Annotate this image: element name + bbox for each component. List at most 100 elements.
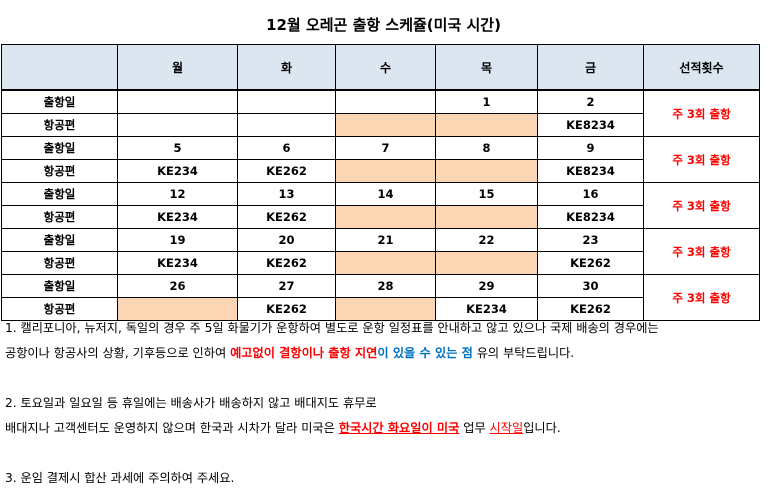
header-day: 월 — [117, 44, 238, 91]
header-day: 수 — [335, 44, 436, 91]
date-cell: 9 — [537, 136, 644, 160]
frequency-cell: 주 3회 출항 — [643, 136, 760, 183]
row-label: 항공편 — [1, 251, 118, 275]
flight-cell: KE8234 — [537, 113, 644, 137]
flight-cell: KE262 — [237, 297, 336, 321]
date-cell: 26 — [117, 274, 238, 298]
date-cell: 30 — [537, 274, 644, 298]
note-2-line-1: 2. 토요일과 일요일 등 휴일에는 배송사가 배송하지 않고 배대지도 휴무로 — [5, 396, 377, 410]
note-3: 3. 운임 결제시 합산 과세에 주의하여 주세요. — [5, 471, 235, 485]
flight-cell — [335, 159, 436, 183]
flight-cell: KE8234 — [537, 205, 644, 229]
flight-cell — [435, 205, 538, 229]
flight-cell: KE262 — [537, 251, 644, 275]
flight-cell: KE8234 — [537, 159, 644, 183]
flight-cell — [435, 251, 538, 275]
note-1-line-2: 공항이나 항공사의 상황, 기후등으로 인하여 예고없이 결항이나 출항 지연이… — [5, 341, 765, 366]
flight-cell: KE262 — [537, 297, 644, 321]
flight-cell — [335, 297, 436, 321]
flight-row: 항공편 KE234 KE262 KE8234 — [1, 205, 760, 229]
flight-cell: KE262 — [237, 205, 336, 229]
note-text: 업무 — [459, 421, 490, 435]
departure-row: 출항일 26 27 28 29 30 주 3회 출항 — [1, 274, 760, 321]
schedule-table: 월 화 수 목 금 선적횟수 출항일 1 2 주 3회 출항 항공편 KE8234 출항일 5… — [1, 44, 760, 321]
row-label: 출항일 — [1, 182, 118, 206]
note-highlight-red: 예고없이 결항이나 출항 지연 — [230, 346, 378, 360]
date-cell: 20 — [237, 228, 336, 252]
row-label: 항공편 — [1, 113, 118, 137]
date-cell: 14 — [335, 182, 436, 206]
header-row: 월 화 수 목 금 선적횟수 — [1, 44, 760, 91]
note-highlight-red: 한국시간 화요일이 미국 — [338, 421, 460, 435]
date-cell: 16 — [537, 182, 644, 206]
date-cell: 15 — [435, 182, 538, 206]
date-cell: 27 — [237, 274, 336, 298]
header-day: 금 — [537, 44, 644, 91]
flight-cell — [237, 113, 336, 137]
row-label: 항공편 — [1, 297, 118, 321]
date-cell: 1 — [435, 89, 538, 114]
flight-cell: KE262 — [237, 251, 336, 275]
date-cell: 19 — [117, 228, 238, 252]
date-cell: 2 — [537, 89, 644, 114]
flight-cell: KE234 — [117, 205, 238, 229]
date-cell: 12 — [117, 182, 238, 206]
header-day: 목 — [435, 44, 538, 91]
flight-row: 항공편 KE234 KE262 KE8234 — [1, 159, 760, 183]
spacer — [5, 441, 765, 466]
date-cell: 21 — [335, 228, 436, 252]
date-cell: 5 — [117, 136, 238, 160]
date-cell: 8 — [435, 136, 538, 160]
note-2-line-2: 배대지나 고객센터도 운영하지 않으며 한국과 시차가 달라 미국은 한국시간 … — [5, 416, 765, 441]
departure-row: 출항일 5 6 7 8 9 주 3회 출항 — [1, 136, 760, 183]
frequency-cell: 주 3회 출항 — [643, 228, 760, 275]
flight-cell: KE262 — [237, 159, 336, 183]
note-1-line-1: 1. 캘리포니아, 뉴저지, 독일의 경우 주 5일 화물기가 운항하여 별도로… — [5, 321, 659, 335]
date-cell — [237, 89, 336, 114]
date-cell: 13 — [237, 182, 336, 206]
departure-row: 출항일 12 13 14 15 16 주 3회 출항 — [1, 182, 760, 229]
date-cell: 23 — [537, 228, 644, 252]
note-text: 유의 부탁드립니다. — [472, 346, 575, 360]
row-label: 항공편 — [1, 159, 118, 183]
row-label: 항공편 — [1, 205, 118, 229]
flight-cell — [117, 113, 238, 137]
date-cell: 29 — [435, 274, 538, 298]
note-text: 배대지나 고객센터도 운영하지 않으며 한국과 시차가 달라 미국은 — [5, 421, 339, 435]
note-text: 입니다. — [523, 421, 561, 435]
date-cell: 7 — [335, 136, 436, 160]
flight-cell: KE234 — [117, 251, 238, 275]
row-label: 출항일 — [1, 228, 118, 252]
flight-cell — [435, 159, 538, 183]
row-label: 출항일 — [1, 89, 118, 114]
departure-row: 출항일 1 2 주 3회 출항 — [1, 89, 760, 137]
note-highlight-blue: 이 있을 수 있는 점 — [377, 346, 473, 360]
header-day: 화 — [237, 44, 336, 91]
row-label: 출항일 — [1, 274, 118, 298]
flight-cell: KE234 — [435, 297, 538, 321]
spacer — [5, 366, 765, 391]
departure-row: 출항일 19 20 21 22 23 주 3회 출항 — [1, 228, 760, 275]
page-title: 12월 오레곤 출항 스케쥴(미국 시간) — [266, 16, 501, 34]
frequency-cell: 주 3회 출항 — [643, 182, 760, 229]
note-text: 공항이나 항공사의 상황, 기후등으로 인하여 — [5, 346, 231, 360]
header-corner — [1, 44, 118, 91]
frequency-cell: 주 3회 출항 — [643, 89, 760, 137]
header-freq: 선적횟수 — [643, 44, 760, 91]
flight-row: 항공편 KE262 KE234 KE262 — [1, 297, 760, 321]
row-label: 출항일 — [1, 136, 118, 160]
date-cell: 6 — [237, 136, 336, 160]
flight-cell — [117, 297, 238, 321]
flight-cell — [335, 251, 436, 275]
note-highlight-red: 시작일 — [489, 421, 524, 435]
date-cell — [335, 89, 436, 114]
date-cell: 28 — [335, 274, 436, 298]
flight-cell — [335, 205, 436, 229]
notes: 1. 캘리포니아, 뉴저지, 독일의 경우 주 5일 화물기가 운항하여 별도로… — [5, 316, 765, 491]
flight-row: 항공편 KE234 KE262 KE262 — [1, 251, 760, 275]
date-cell — [117, 89, 238, 114]
flight-cell — [435, 113, 538, 137]
flight-cell: KE234 — [117, 159, 238, 183]
date-cell: 22 — [435, 228, 538, 252]
flight-cell — [335, 113, 436, 137]
